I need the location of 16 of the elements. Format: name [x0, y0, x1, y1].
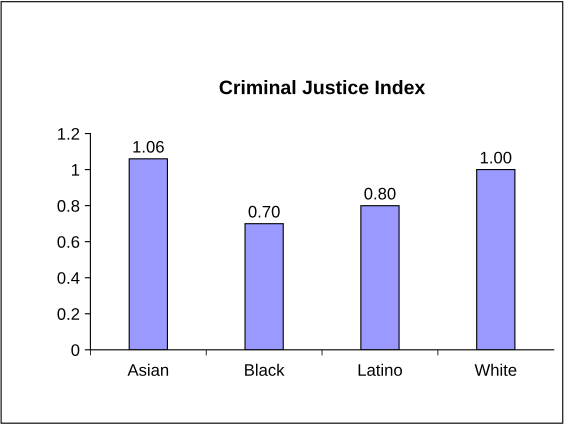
x-tick-label: White — [474, 364, 516, 376]
y-tick-label: 0.2 — [57, 308, 80, 320]
data-label: 1.00 — [480, 152, 512, 164]
y-tick-label: 0 — [71, 344, 80, 356]
y-tick-label: 1.2 — [58, 128, 80, 140]
y-tick-label: 0.4 — [57, 272, 80, 284]
data-label: 0.80 — [364, 188, 396, 200]
data-label: 0.70 — [248, 206, 280, 218]
chart-title: Criminal Justice Index — [220, 80, 426, 94]
y-tick-label: 1 — [72, 164, 80, 176]
x-tick-label: Latino — [358, 364, 402, 376]
y-tick-label: 0.8 — [57, 200, 80, 212]
x-tick-label: Black — [245, 364, 285, 376]
x-tick-label: Asian — [128, 364, 168, 376]
y-tick-label: 0.6 — [57, 236, 80, 248]
data-label: 1.06 — [133, 140, 164, 153]
